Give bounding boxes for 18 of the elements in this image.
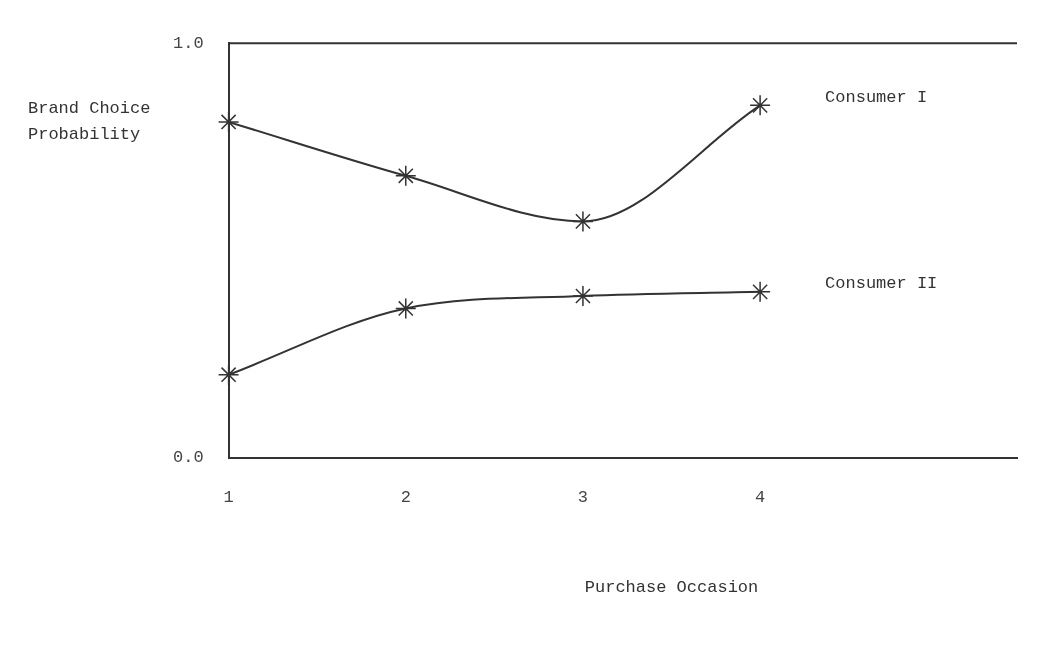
y-tick-label: 1.0 — [173, 33, 204, 53]
x-tick-label: 1 — [223, 488, 234, 508]
x-tick-label: 3 — [577, 488, 589, 508]
y-tick-label: 0.0 — [173, 448, 204, 468]
point — [217, 111, 240, 133]
y-axis-title: Brand Choice Probability — [28, 98, 151, 144]
point — [395, 297, 417, 320]
point — [572, 210, 594, 233]
text: Consumer II — [825, 274, 938, 294]
point — [395, 165, 417, 187]
text: Consumer I — [825, 87, 928, 107]
x-axis-title: Purchase Occasion — [584, 578, 759, 598]
point — [749, 94, 771, 117]
point — [572, 285, 594, 307]
point — [217, 363, 240, 386]
x-tick-label: 4 — [755, 488, 766, 508]
x-tick-label: 2 — [400, 488, 411, 508]
point — [749, 281, 771, 303]
